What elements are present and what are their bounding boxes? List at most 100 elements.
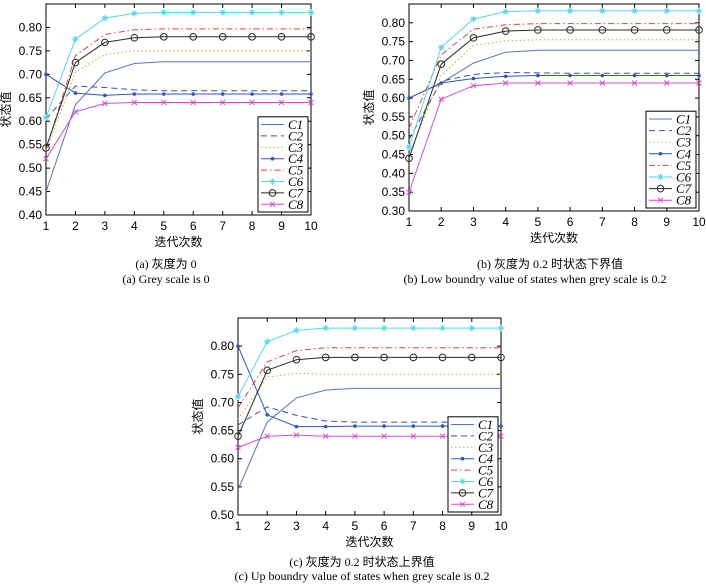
x-tick-label: 4 <box>502 215 509 229</box>
series-C4 <box>44 72 313 98</box>
y-axis-label: 状态值 <box>361 89 376 125</box>
y-tick-label: 0.60 <box>19 114 43 128</box>
data-point-C4 <box>353 424 357 428</box>
legend-box <box>447 416 499 513</box>
legend-label-C6: C6 <box>288 174 304 189</box>
x-tick-label: 9 <box>278 219 285 233</box>
data-point-C6 <box>380 324 388 332</box>
data-point-C8 <box>264 433 271 440</box>
legend-label-C7: C7 <box>676 181 692 196</box>
data-point-C4 <box>73 91 78 95</box>
x-tick-label: 10 <box>494 519 508 533</box>
y-tick-label: 0.65 <box>19 91 43 105</box>
x-tick-label: 4 <box>131 219 138 233</box>
legend-box <box>645 110 697 209</box>
data-point-C8 <box>439 433 446 440</box>
data-point-C6 <box>307 9 315 16</box>
data-point-C7 <box>292 355 301 364</box>
x-tick-label: 2 <box>264 519 271 533</box>
data-point-C6 <box>190 9 197 16</box>
y-tick-label: 0.70 <box>211 395 235 409</box>
data-point-C6 <box>264 338 271 345</box>
data-point-C4 <box>309 92 313 96</box>
series-line-C8 <box>408 82 699 193</box>
data-point-C8 <box>381 433 387 440</box>
data-point-C8 <box>190 99 197 106</box>
legend-label-C3: C3 <box>288 140 304 155</box>
data-point-C6 <box>470 15 477 23</box>
series-C1 <box>237 387 502 490</box>
data-point-C8 <box>131 99 138 106</box>
legend-label-C1: C1 <box>676 112 691 127</box>
y-tick-label: 0.80 <box>211 339 235 353</box>
data-point-C4 <box>407 96 411 100</box>
data-point-C6 <box>410 324 417 332</box>
data-point-C4 <box>294 424 299 429</box>
data-point-C7 <box>321 353 330 362</box>
data-point-C4 <box>44 72 48 77</box>
series-C7 <box>42 33 315 152</box>
y-tick-label: 0.70 <box>19 67 43 81</box>
data-point-C6 <box>534 7 542 14</box>
legend-label-C8: C8 <box>288 197 304 212</box>
data-point-C8 <box>498 433 504 440</box>
chart-c: 1 2 3 4 5 6 7 8 9 10 0.50 0.55 0.60 0.65 0.70 0.75 0.80 迭… <box>190 317 508 549</box>
x-tick-label: 7 <box>219 219 226 233</box>
series-C5 <box>408 23 700 129</box>
data-point-C6 <box>438 44 445 51</box>
data-point-C4 <box>697 73 701 78</box>
data-point-C7 <box>598 26 607 34</box>
legend-label-C1: C1 <box>478 417 493 432</box>
x-tick-label: 2 <box>72 219 79 233</box>
data-point-C4 <box>191 92 196 96</box>
series-C3 <box>45 50 312 152</box>
data-point-C7 <box>263 366 272 375</box>
data-point-C4 <box>279 92 284 96</box>
data-point-C7 <box>101 38 109 47</box>
y-tick-label: 0.65 <box>382 72 406 86</box>
legend-marker-C7 <box>268 189 277 197</box>
x-tick-label: 2 <box>438 215 445 229</box>
x-tick-label: 3 <box>470 215 477 229</box>
caption-a-en: (a) Grey scale is 0 <box>122 272 210 286</box>
series-C5 <box>237 347 502 409</box>
data-point-C6 <box>497 324 505 332</box>
data-point-C7 <box>248 33 256 41</box>
chart-b: 1 2 3 4 5 6 7 8 9 10 0.30 0.35 0.40 0.45 0.50 0.55 0.60 0… <box>361 3 706 245</box>
data-point-C4 <box>236 344 240 348</box>
y-axis-label: 状态值 <box>190 398 205 434</box>
series-C8 <box>406 80 702 196</box>
x-tick-label: 5 <box>535 215 542 229</box>
data-point-C7 <box>497 353 505 362</box>
data-point-C7 <box>218 33 227 41</box>
data-point-C6 <box>72 35 79 43</box>
y-tick-label: 0.55 <box>211 480 235 494</box>
data-point-C7 <box>501 27 510 35</box>
series-line-C3 <box>45 50 311 152</box>
data-point-C4 <box>568 73 572 78</box>
legend-label-C7: C7 <box>288 185 304 200</box>
x-tick-label: 5 <box>160 219 167 233</box>
data-point-C6 <box>248 9 256 16</box>
legend-label-C3: C3 <box>478 440 494 455</box>
data-point-C7 <box>351 353 359 362</box>
data-point-C4 <box>382 424 386 428</box>
data-point-C7 <box>662 26 671 34</box>
legend-label-C8: C8 <box>676 193 692 208</box>
data-point-C4 <box>439 81 444 85</box>
data-point-C8 <box>235 444 241 451</box>
series-C6 <box>42 9 315 121</box>
data-point-C6 <box>695 7 703 14</box>
series-C7 <box>234 353 505 440</box>
x-tick-label: 1 <box>406 215 413 229</box>
data-point-C7 <box>438 353 447 362</box>
data-point-C8 <box>352 433 358 440</box>
legend-marker-C7 <box>458 489 467 497</box>
legend-label-C4: C4 <box>288 151 304 166</box>
data-point-C4 <box>503 74 508 79</box>
series-line-C2 <box>408 71 699 140</box>
series-line-C4 <box>408 75 699 99</box>
data-point-C8 <box>72 108 79 115</box>
